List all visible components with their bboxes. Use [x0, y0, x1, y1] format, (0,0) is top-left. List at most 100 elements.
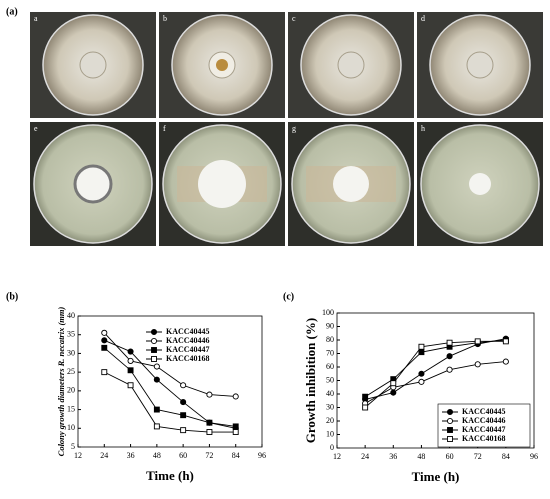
- marker: [206, 419, 213, 426]
- x-tick-label: 72: [205, 451, 213, 460]
- y-tick-label: 50: [326, 375, 334, 384]
- colony: [333, 166, 369, 202]
- y-tick-label: 10: [67, 423, 75, 432]
- panel-label: (a): [6, 6, 18, 17]
- marker: [362, 404, 369, 411]
- x-tick-label: 24: [361, 452, 369, 461]
- charts: (b) 5 10 15 20 25 30 35 40 12 24 36 48 60 72 84 96 Time (…: [6, 291, 538, 484]
- x-tick-label: 48: [153, 451, 161, 460]
- y-tick-label: 30: [67, 348, 75, 357]
- x-tick-label: 96: [530, 452, 538, 461]
- marker: [101, 344, 108, 351]
- marker: [447, 427, 453, 433]
- y-tick-label: 60: [326, 362, 334, 371]
- marker: [180, 412, 187, 419]
- legend-label: KACC40447: [462, 425, 506, 434]
- x-tick-label: 60: [179, 451, 187, 460]
- marker: [180, 382, 187, 389]
- legend-label: KACC40447: [166, 345, 210, 354]
- y-tick-label: 15: [67, 404, 75, 413]
- marker: [418, 378, 425, 385]
- x-tick-label: 24: [100, 451, 108, 460]
- series-line: [364, 339, 506, 398]
- marker: [101, 337, 108, 344]
- marker: [446, 408, 454, 416]
- marker: [150, 337, 158, 345]
- y-tick-label: 25: [67, 367, 75, 376]
- marker: [418, 343, 425, 350]
- x-axis-title: Time (h): [412, 469, 460, 484]
- x-tick-label: 36: [127, 451, 135, 460]
- photo-grid: a b c d e f g h: [30, 12, 543, 246]
- marker: [206, 429, 213, 435]
- y-tick-label: 0: [330, 443, 334, 452]
- x-tick-label: 84: [502, 452, 510, 461]
- legend-label: KACC40446: [462, 416, 506, 425]
- marker: [390, 380, 397, 387]
- marker: [232, 429, 239, 435]
- colony-center: [337, 51, 365, 79]
- photo-label: e: [34, 124, 38, 133]
- marker: [127, 348, 134, 355]
- y-axis-title: Growth inhibition (%): [303, 318, 318, 443]
- x-tick-label: 12: [333, 452, 341, 461]
- x-tick-label: 36: [389, 452, 397, 461]
- y-axis-title: Colony growth diameters R. necatrix (mm): [56, 306, 66, 456]
- x-tick-label: 72: [474, 452, 482, 461]
- photo-label: c: [292, 14, 296, 23]
- marker: [446, 417, 454, 425]
- photo-label: b: [163, 14, 167, 23]
- panel-label: (c): [283, 291, 294, 302]
- y-tick-label: 70: [326, 348, 334, 357]
- marker: [502, 358, 509, 365]
- photo-label: f: [163, 124, 166, 133]
- colony-center: [466, 51, 494, 79]
- colony: [73, 164, 113, 204]
- series-line: [364, 340, 506, 408]
- series-line: [103, 347, 236, 427]
- x-tick-label: 48: [417, 452, 425, 461]
- marker: [446, 366, 453, 373]
- marker: [153, 406, 160, 413]
- marker: [150, 328, 158, 336]
- marker: [446, 353, 453, 360]
- marker: [474, 361, 481, 368]
- marker: [180, 427, 187, 434]
- series-line: [103, 332, 236, 397]
- colony-center: [79, 51, 107, 79]
- marker: [127, 357, 134, 364]
- y-tick-label: 40: [67, 311, 75, 320]
- series-line: [364, 361, 506, 404]
- marker: [446, 339, 453, 346]
- marker: [151, 356, 157, 362]
- x-tick-label: 84: [232, 451, 240, 460]
- legend-label: KACC40445: [462, 407, 506, 416]
- marker: [127, 367, 134, 374]
- marker: [153, 363, 160, 370]
- plug: [216, 59, 228, 71]
- y-tick-label: 35: [67, 330, 75, 339]
- legend-label: KACC40168: [462, 434, 506, 443]
- y-tick-label: 5: [71, 442, 75, 451]
- legend-label: KACC40446: [166, 336, 210, 345]
- marker: [474, 338, 481, 345]
- marker: [180, 399, 187, 406]
- y-tick-label: 20: [326, 416, 334, 425]
- marker: [206, 391, 213, 398]
- x-tick-label: 60: [446, 452, 454, 461]
- plot-frame: [77, 315, 263, 448]
- photo-label: d: [421, 14, 425, 23]
- photo-label: h: [421, 124, 425, 133]
- marker: [502, 338, 509, 345]
- marker: [418, 370, 425, 377]
- marker: [362, 393, 369, 400]
- marker: [418, 349, 425, 356]
- y-tick-label: 30: [326, 402, 334, 411]
- photo-label: g: [292, 124, 296, 133]
- marker: [127, 382, 134, 389]
- marker: [151, 347, 157, 353]
- y-tick-label: 80: [326, 335, 334, 344]
- y-tick-label: 20: [67, 386, 75, 395]
- panel-label: (b): [6, 291, 18, 302]
